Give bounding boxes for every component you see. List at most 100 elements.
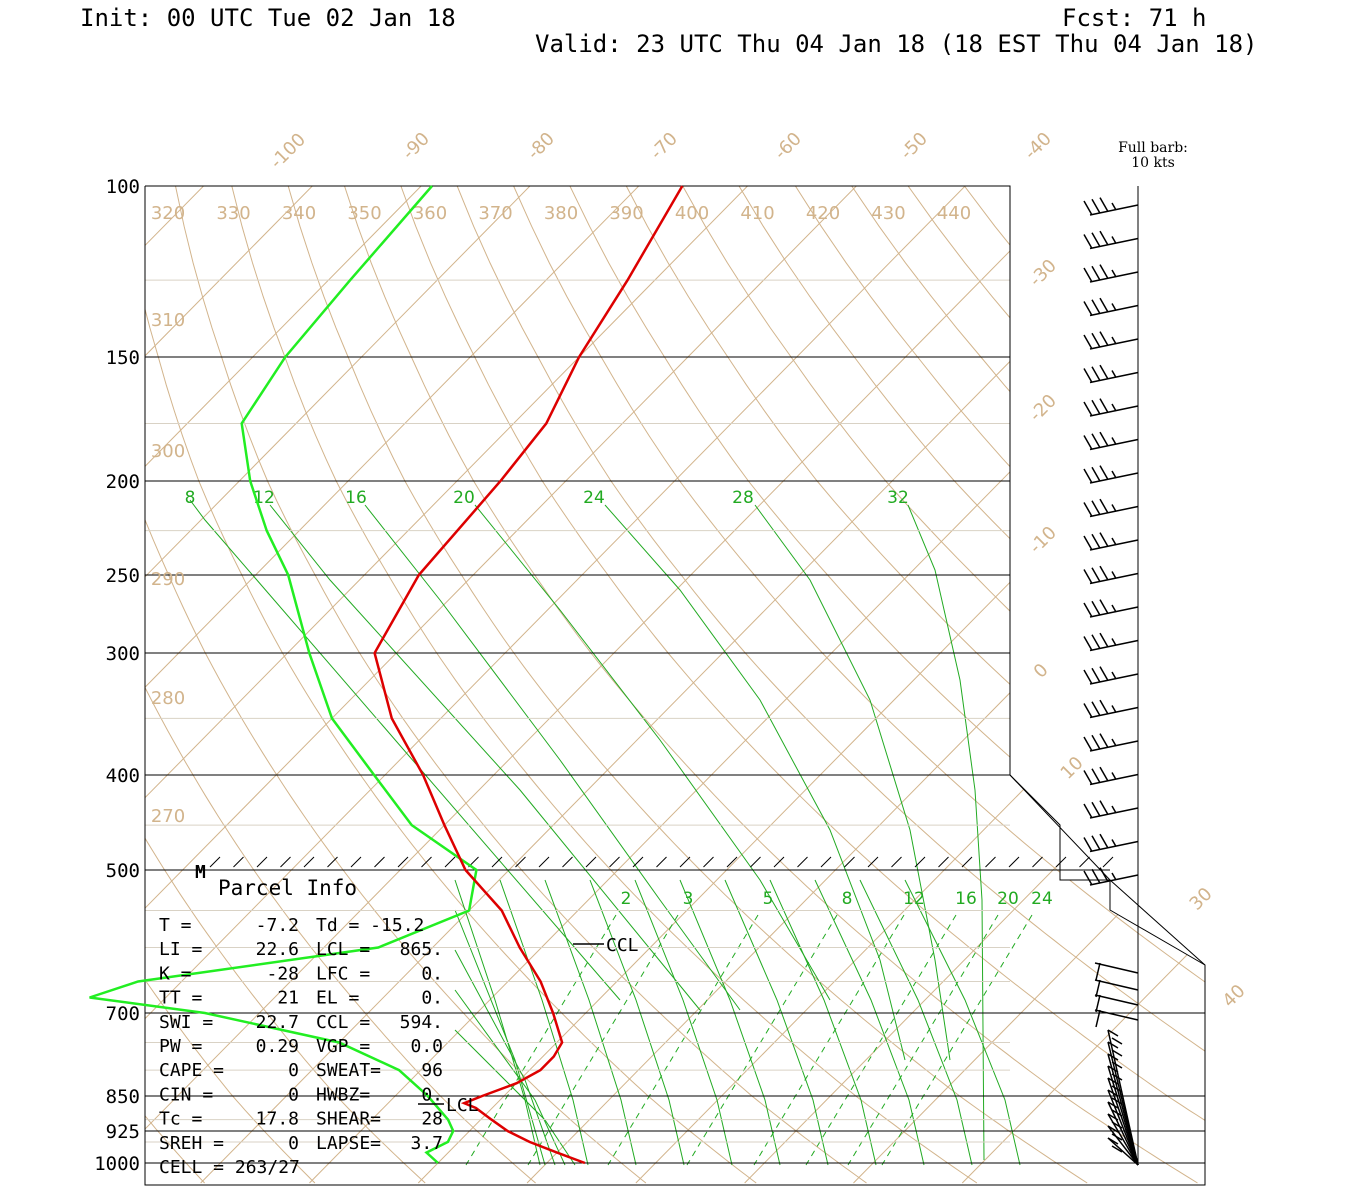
wind-barb [1083, 699, 1139, 719]
isotherm-label: -10 [1025, 522, 1061, 558]
parcel-label-2: LCL = [316, 939, 370, 960]
parcel-value: 17.8 [256, 1109, 299, 1130]
pressure-tick-label: 200 [106, 471, 140, 493]
wind-barb [1083, 632, 1139, 652]
wind-barb [1083, 264, 1139, 283]
mixing-ratio-label-lower: 3 [683, 889, 694, 909]
parcel-label: CAPE = [159, 1060, 224, 1081]
mixing-ratio-label: 32 [887, 488, 909, 508]
theta-label: 340 [282, 203, 316, 224]
parcel-label: K = [159, 963, 192, 984]
temperature-profile [373, 185, 684, 1165]
wind-barb [1083, 733, 1139, 752]
wind-barb [1107, 1089, 1139, 1166]
parcel-value-2: 865. [400, 939, 443, 960]
pressure-tick-label: 300 [106, 643, 140, 665]
isotherm-label: -50 [896, 128, 932, 164]
theta-label: 370 [478, 203, 512, 224]
parcel-label: SWI = [159, 1012, 213, 1033]
parcel-value-2: 0.0 [410, 1036, 443, 1057]
wind-barb [1107, 1125, 1139, 1166]
pressure-tick-label: 500 [106, 860, 140, 882]
parcel-label: T = [159, 915, 192, 936]
parcel-value-2: 594. [400, 1012, 443, 1033]
wind-barb [1107, 1113, 1139, 1166]
parcel-info-table: T = -7.2 Td = -15.2 LI = 22.6 LCL = 865. K = -28… [159, 915, 443, 1178]
theta-label: 360 [413, 203, 447, 224]
parcel-label: PW = [159, 1036, 203, 1057]
parcel-value: 0.29 [256, 1036, 299, 1057]
wind-barb [1083, 666, 1139, 685]
isotherm-label: -30 [1025, 255, 1061, 291]
mixing-ratio-label-lower: 16 [955, 889, 977, 909]
parcel-label-2: LFC = [316, 963, 370, 984]
parcel-value: 22.7 [256, 1012, 299, 1033]
wind-barb [1083, 197, 1139, 216]
parcel-label-2: SHEAR= [316, 1109, 381, 1130]
mixing-ratio-label-lower: 2 [621, 889, 632, 909]
parcel-value-2: 3.7 [410, 1133, 443, 1154]
parcel-value-2: 0. [421, 988, 443, 1009]
parcel-label: LI = [159, 939, 203, 960]
theta-label: 390 [609, 203, 643, 224]
theta-label: 440 [937, 203, 971, 224]
parcel-value: 0 [288, 1084, 299, 1105]
pressure-tick-label: 250 [106, 565, 140, 587]
wind-barb [1083, 498, 1139, 518]
isotherm-label: -90 [398, 128, 434, 164]
theta-label-left: 290 [151, 569, 185, 590]
parcel-label: TT = [159, 988, 203, 1009]
barb-legend-line1: Full barb: [1118, 140, 1188, 156]
pressure-tick-label: 925 [106, 1121, 140, 1143]
wind-barb [1083, 833, 1139, 853]
parcel-value-2: 28 [421, 1109, 443, 1130]
theta-label-left: 300 [151, 441, 185, 462]
ccl-marker: CCL [606, 935, 639, 956]
mixing-ratio-label: 20 [453, 488, 475, 508]
pressure-tick-label: 100 [106, 176, 140, 198]
parcel-value-2: 0. [421, 1084, 443, 1105]
wind-barb [1083, 431, 1139, 451]
wind-barb [1094, 994, 1139, 1013]
parcel-label-2: LAPSE= [316, 1133, 381, 1154]
parcel-value: 0 [288, 1060, 299, 1081]
lcl-marker: LCL [446, 1095, 479, 1116]
hatch-marks [209, 856, 1114, 868]
isotherm-label: 40 [1219, 981, 1250, 1012]
mixing-ratio-label-lower: 8 [842, 889, 853, 909]
wind-barb [1107, 1101, 1139, 1166]
parcel-value: -7.2 [256, 915, 299, 936]
mixing-ratio-label: 28 [732, 488, 754, 508]
parcel-value-2: 96 [421, 1060, 443, 1081]
parcel-label: CIN = [159, 1084, 213, 1105]
isotherm-label: -70 [646, 128, 682, 164]
wind-barb [1083, 565, 1139, 585]
isotherm-lines [145, 186, 1205, 1184]
wind-barbs [1083, 197, 1139, 1166]
pressure-tick-label: 850 [106, 1086, 140, 1108]
wind-barb [1094, 962, 1139, 981]
mixing-ratio-label: 16 [345, 488, 367, 508]
parcel-info-title: Parcel Info [218, 876, 357, 900]
theta-label: 350 [347, 203, 381, 224]
wind-barb [1083, 230, 1139, 250]
isotherm-label: 0 [1030, 660, 1053, 683]
parcel-label-2: VGP = [316, 1036, 370, 1057]
parcel-label-2: HWBZ= [316, 1084, 370, 1105]
valid-time: Valid: 23 UTC Thu 04 Jan 18 (18 EST Thu … [535, 30, 1257, 58]
isotherm-label: -40 [1020, 128, 1056, 164]
theta-label: 400 [675, 203, 709, 224]
mixing-ratio-label: 8 [185, 488, 196, 508]
isotherm-label: -60 [770, 128, 806, 164]
parcel-label-2: Td = -15.2 [316, 915, 424, 936]
wind-barb [1083, 465, 1139, 484]
parcel-value-2: 0. [421, 963, 443, 984]
wind-barb [1107, 1137, 1139, 1166]
mixing-ratio-label-lower: 20 [997, 889, 1019, 909]
isotherm-label: -80 [523, 128, 559, 164]
parcel-label-2: EL = [316, 988, 360, 1009]
pressure-labels: 100 150 200 250 300 400 500 700 850 925 1000 [94, 176, 140, 1175]
wind-barb [1083, 398, 1139, 417]
wind-barb [1094, 1009, 1139, 1028]
